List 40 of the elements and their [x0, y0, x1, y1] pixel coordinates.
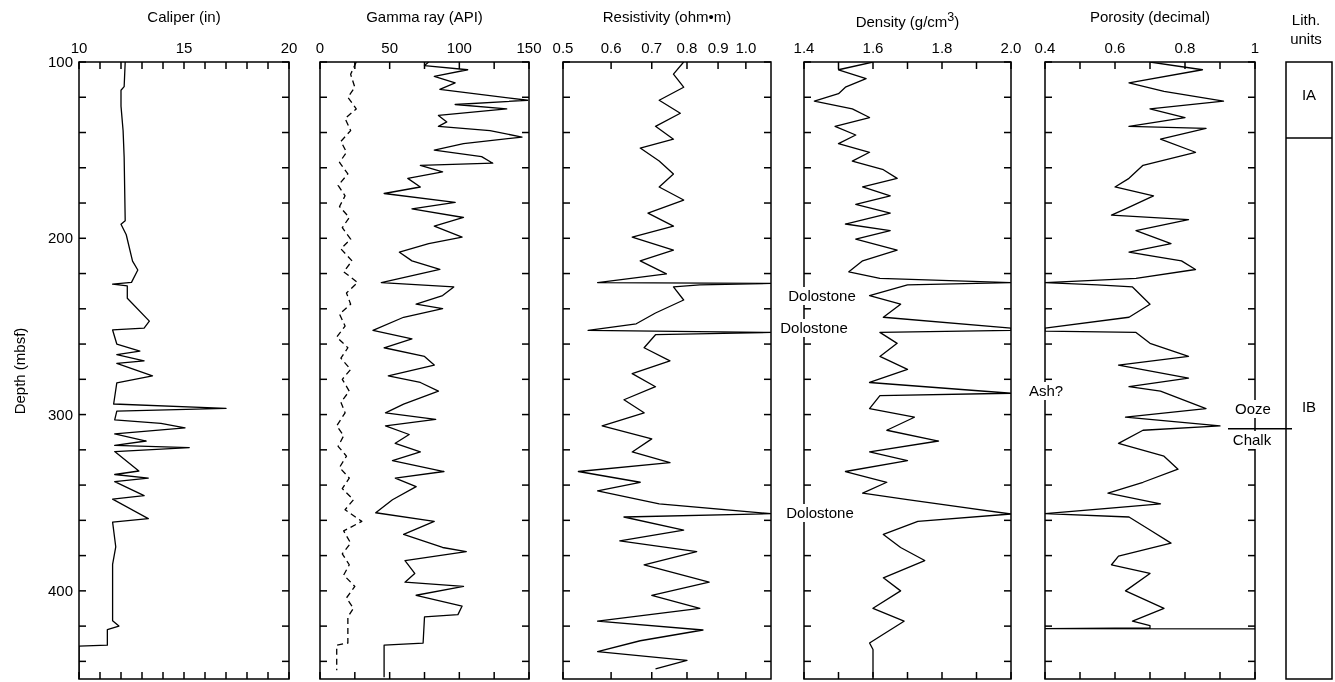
x-axis-title: Caliper (in) [146, 8, 222, 26]
x-tick-label: 100 [446, 39, 472, 56]
x-tick-label: 0.6 [1104, 39, 1126, 56]
x-axis-title: Porosity (decimal) [1089, 8, 1211, 26]
x-tick-label: 50 [381, 39, 399, 56]
y-axis-title: Depth (mbsf) [10, 326, 29, 416]
x-axis-title: Gamma ray (API) [365, 8, 484, 26]
x-tick-label: 10 [70, 39, 88, 56]
y-tick-label: 300 [47, 405, 73, 423]
y-tick-label: 200 [47, 229, 73, 247]
text: Lith. units [1289, 10, 1323, 48]
annotation: Ooze [1234, 400, 1272, 418]
x-tick-label: 15 [175, 39, 193, 56]
text: IB [1300, 398, 1318, 416]
x-tick-label: 1 [1250, 39, 1260, 56]
x-tick-label: 20 [280, 39, 298, 56]
x-tick-label: 1.8 [931, 39, 953, 56]
annotation: Dolostone [787, 287, 857, 305]
x-axis-title: Resistivity (ohm•m) [601, 8, 733, 26]
x-tick-label: 0.8 [676, 39, 698, 56]
x-tick-label: 0 [315, 39, 325, 56]
x-tick-label: 150 [516, 39, 542, 56]
x-tick-label: 0.9 [707, 39, 729, 56]
annotation: Chalk [1231, 431, 1273, 449]
text: IA [1300, 86, 1318, 104]
x-tick-label: 1.0 [735, 39, 757, 56]
x-axis-title: Density (g/cm$^{3}$) [854, 9, 961, 31]
y-tick-label: 400 [47, 581, 73, 599]
x-tick-label: 2.0 [1000, 39, 1022, 56]
annotation: Ash? [1027, 382, 1065, 400]
x-tick-label: 0.4 [1034, 39, 1056, 56]
annotation: Dolostone [785, 504, 855, 522]
x-tick-label: 0.5 [552, 39, 574, 56]
x-tick-label: 0.8 [1174, 39, 1196, 56]
x-tick-label: 0.6 [600, 39, 622, 56]
x-tick-label: 0.7 [641, 39, 663, 56]
x-tick-label: 1.4 [793, 39, 815, 56]
annotation: Dolostone [779, 319, 849, 337]
x-tick-label: 1.6 [862, 39, 884, 56]
y-tick-label: 100 [47, 53, 73, 70]
